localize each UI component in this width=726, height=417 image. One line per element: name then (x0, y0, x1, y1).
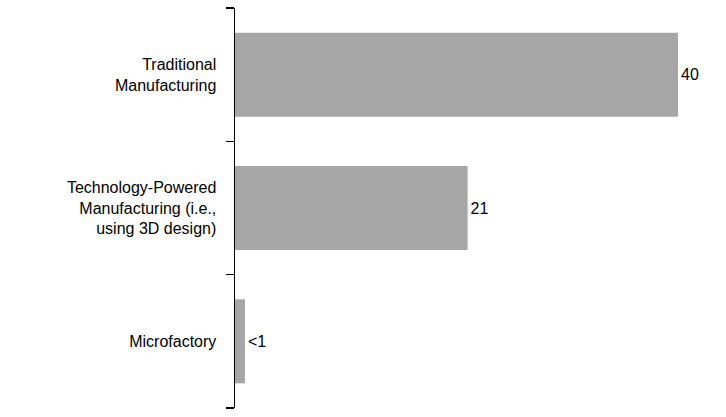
svg-text:21: 21 (471, 200, 489, 217)
svg-text:TraditionalManufacturing: TraditionalManufacturing (115, 56, 216, 94)
svg-text:Microfactory: Microfactory (129, 333, 216, 350)
svg-text:<1: <1 (248, 333, 266, 350)
svg-text:40: 40 (681, 66, 699, 83)
svg-text:Technology-PoweredManufacturin: Technology-PoweredManufacturing (i.e.,us… (67, 179, 216, 238)
